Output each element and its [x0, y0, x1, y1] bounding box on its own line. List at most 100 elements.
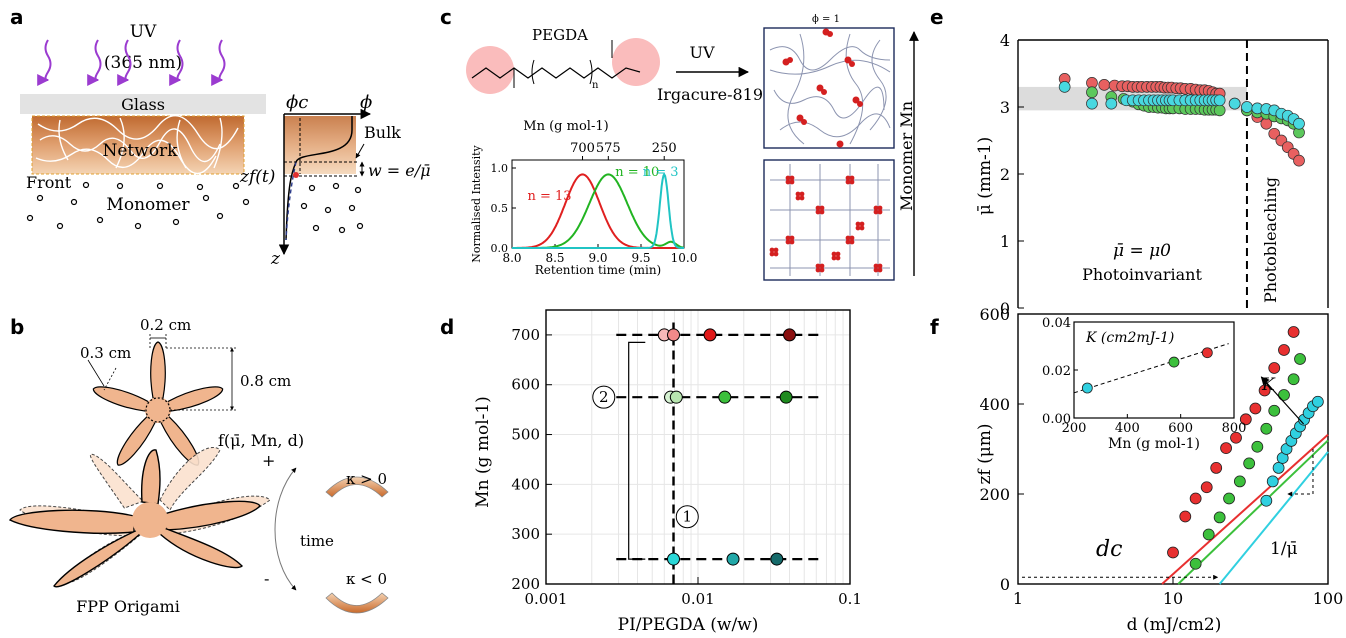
inset-x-tick-label: 600: [1168, 421, 1193, 436]
y-tick-label: 1: [1000, 232, 1010, 251]
crosslink-node: [845, 239, 851, 245]
data-point: [718, 390, 732, 404]
origami-caption: FPP Origami: [76, 597, 180, 616]
network-strands: [35, 115, 239, 175]
y-tick-label: 0.5: [491, 202, 509, 215]
bracket-badge-2: [592, 385, 616, 409]
y-tick-label: 600: [979, 305, 1010, 324]
y-tick-label: 500: [511, 426, 540, 444]
data-point: [1293, 154, 1305, 167]
glass-slab: [20, 94, 266, 114]
e-ylabel: μ̄ (mm-1): [975, 137, 995, 216]
data-point: [779, 390, 793, 404]
data-point: [667, 552, 681, 566]
crosslink-node: [831, 255, 837, 261]
data-point: [1167, 546, 1179, 559]
inset-point: [1081, 382, 1093, 394]
subscript-n: n: [592, 80, 599, 91]
data-point: [1189, 492, 1202, 505]
data-point: [726, 552, 740, 566]
inv-mu-bracket-icon: [1287, 449, 1314, 497]
region-eq-label: μ̄ = μ0: [1113, 241, 1171, 261]
crosslink-node: [789, 179, 795, 185]
data-point: [1268, 362, 1281, 374]
kappa-pos-label: κ > 0: [346, 470, 387, 488]
data-point: [667, 328, 681, 342]
reaction-initiator: Irgacure-819: [657, 85, 763, 104]
crosslink-node: [815, 205, 821, 211]
fit-line: [1218, 451, 1329, 585]
dense-network-strands: [770, 164, 890, 276]
uv-arrow-icon: [117, 39, 132, 86]
panel-label-e: e: [930, 5, 944, 29]
crosslink-node: [877, 263, 883, 269]
data-point: [1058, 81, 1071, 93]
data-point: [1268, 127, 1281, 140]
data-point: [1220, 442, 1232, 455]
y-tick-label: 4: [1000, 31, 1010, 50]
data-point: [703, 328, 717, 342]
inset-y-tick-label: 0.00: [1042, 412, 1071, 427]
dense-crosslinks: [769, 175, 883, 273]
bracket-badge-1: [675, 505, 699, 529]
crosslink-node: [855, 225, 861, 231]
loose-network-strands: [769, 33, 891, 145]
minus-sign: -: [264, 569, 269, 588]
gpc-series-line: [512, 173, 684, 249]
d-xlabel: PI/PEGDA (w/w): [618, 615, 759, 635]
plus-sign: +: [262, 451, 275, 470]
x-tick-label: 10: [1163, 589, 1183, 608]
crosslink-node: [785, 175, 791, 181]
dim-petal-label: 0.3 cm: [80, 344, 131, 362]
data-point: [1243, 457, 1256, 470]
bulk-label: Bulk: [364, 123, 401, 142]
crosslink-node: [799, 195, 805, 201]
crosslink-node: [835, 251, 841, 257]
crosslink-node: [815, 209, 821, 215]
data-point: [1311, 395, 1324, 408]
dim-length-label: 0.8 cm: [240, 372, 291, 390]
y-tick-label: 0: [1000, 299, 1010, 318]
gpc-xlabel: Retention time (min): [535, 263, 661, 277]
y-tick-label: 400: [511, 475, 540, 493]
bracket-label-2: 2: [599, 388, 609, 406]
y-tick-label: 200: [979, 485, 1010, 504]
crosslink-node: [785, 239, 791, 245]
mu-chart: 0 1 2 3 4: [1000, 31, 1329, 318]
data-point: [1213, 104, 1226, 117]
crosslink-node: [855, 221, 861, 227]
inset-x-tick-label: 200: [1062, 421, 1087, 436]
data-point: [1223, 492, 1235, 505]
data-point: [669, 390, 683, 404]
data-point: [1268, 404, 1281, 417]
y-tick-label: 700: [511, 326, 540, 344]
crosslink-node: [789, 175, 795, 181]
crosslink-node: [819, 205, 825, 211]
inv-mu-label: 1/μ̄: [1270, 539, 1298, 559]
data-point: [1086, 97, 1098, 110]
x-tick-label: 0.01: [681, 590, 714, 608]
phi-label: ϕ: [360, 92, 372, 113]
dense-network-box: [763, 159, 895, 281]
uv-label: UV: [130, 22, 157, 42]
data-point: [1230, 431, 1242, 444]
data-point: [1266, 475, 1279, 488]
crosslink-node: [845, 179, 851, 185]
data-point: [1213, 511, 1226, 524]
uv-arrow-icon: [169, 39, 184, 86]
y-tick-label: 3: [1000, 98, 1010, 117]
inset-title: K (cm2mJ-1): [1085, 330, 1174, 346]
x-tick-label: 9.5: [631, 251, 650, 265]
glass-label: Glass: [121, 95, 165, 114]
data-point: [1251, 440, 1264, 453]
crosslink-node: [859, 221, 865, 227]
crosslink-node: [819, 267, 825, 273]
x-tick-label: 0.001: [525, 590, 568, 608]
front-label: Front: [26, 173, 72, 192]
strip-negative-icon: [325, 592, 389, 614]
crosslink-node: [873, 263, 879, 269]
data-point: [1189, 557, 1202, 570]
data-point: [1293, 117, 1305, 130]
top-tick-label: 700: [570, 141, 595, 156]
zf-chart: 0 200 400 600 1 10 100 200 400 600 800 0.00 0.02 0.04…: [979, 305, 1343, 608]
